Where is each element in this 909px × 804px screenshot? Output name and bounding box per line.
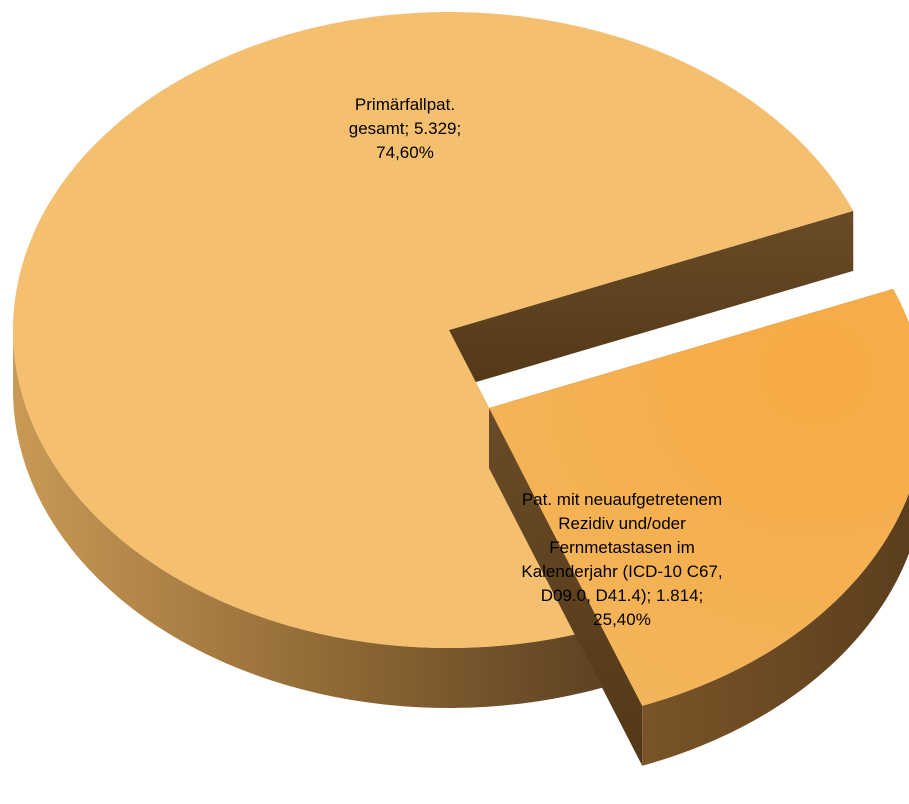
data-label-line: Rezidiv und/oder (558, 514, 686, 533)
pie-slice-1-top (12, 11, 854, 648)
slices-layer (12, 11, 909, 766)
pie-slice-1-wall-2 (449, 210, 854, 390)
data-label-line: Pat. mit neuaufgetretenem (522, 490, 722, 509)
data-label-slice-2: Pat. mit neuaufgetretenem Rezidiv und/ode… (521, 490, 722, 629)
data-label-line: D09.0, D41.4); 1.814; (541, 586, 704, 605)
data-label-line: gesamt; 5.329; (349, 119, 461, 138)
data-label-line: Primärfallpat. (355, 95, 455, 114)
data-label-line: 74,60% (376, 143, 434, 162)
data-label-line: 25,40% (593, 610, 651, 629)
pie-slice-2-top (489, 288, 909, 706)
data-label-line: Fernmetastasen im (549, 538, 695, 557)
pie-slice-2-wall-2 (489, 408, 643, 766)
data-label-slice-1: Primärfallpat. gesamt; 5.329; 74,60% (349, 95, 461, 162)
data-label-line: Kalenderjahr (ICD-10 C67, (521, 562, 722, 581)
pie-slice-1-side (13, 335, 603, 708)
pie-slice-2 (489, 288, 909, 766)
pie-slice-2-side (642, 493, 909, 766)
labels-layer: Primärfallpat. gesamt; 5.329; 74,60% Pat. m… (349, 95, 723, 629)
